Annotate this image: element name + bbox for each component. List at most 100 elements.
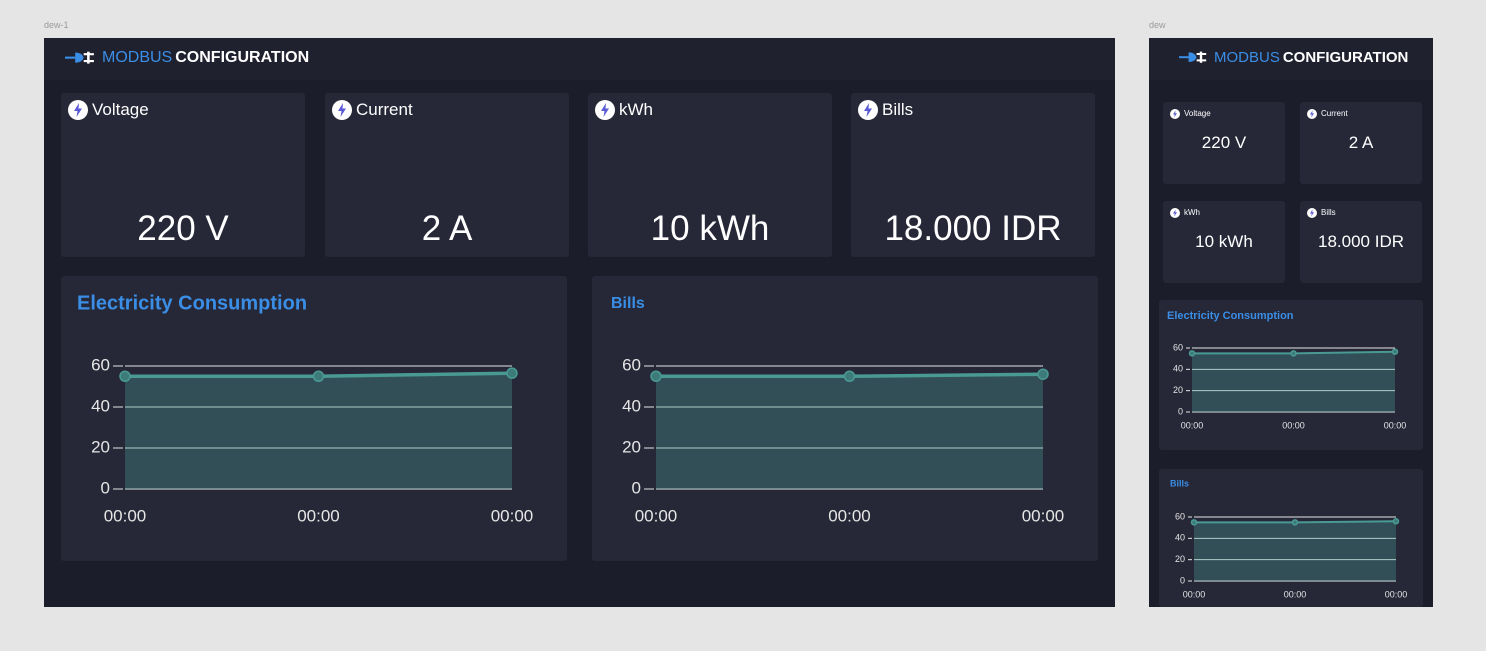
point [1391, 348, 1399, 355]
icon-bolt [601, 103, 609, 117]
x-tick-label: 00:00 [104, 506, 147, 525]
stat-card: Current 2 A [325, 93, 569, 257]
icon-bolt [1310, 209, 1314, 217]
chart-panel: Electricity Consumption 0 20 40 60 00:00 00:00… [61, 276, 567, 561]
y-tick-label: 40 [1173, 364, 1183, 374]
chart-title: Bills [1170, 478, 1189, 488]
y-tick-label: 40 [622, 396, 641, 415]
x-tick-label: 00:00 [828, 506, 871, 525]
bolt-icon [595, 100, 615, 120]
card-label: kWh [619, 99, 653, 119]
y-tick-label: 0 [1180, 575, 1185, 585]
frame-label: dew [1149, 20, 1166, 30]
brand-accent: MODBUS [102, 49, 173, 66]
area [125, 373, 512, 489]
y-tick-label: 20 [91, 437, 110, 456]
bolt-icon [1170, 208, 1180, 218]
bolt-icon [1170, 109, 1180, 119]
card-value: 220 V [1201, 132, 1247, 152]
y-tick-label: 20 [1175, 554, 1185, 564]
stat-card: Voltage 220 V [1163, 102, 1285, 184]
y-tick-label: 20 [622, 437, 641, 456]
point [1291, 519, 1299, 526]
card-label: Bills [882, 99, 914, 119]
point [843, 370, 856, 382]
brand-accent: MODBUS [1214, 49, 1280, 66]
card-value: 2 A [421, 209, 473, 248]
card-value: 10 kWh [1195, 231, 1253, 251]
frame-label: dew-1 [44, 20, 69, 30]
plug-body [1188, 52, 1197, 62]
stat-card: Bills 18.000 IDR [851, 93, 1095, 257]
y-tick-label: 40 [91, 396, 110, 415]
x-tick-label: 00:00 [1385, 589, 1408, 599]
point [1190, 519, 1198, 526]
point [312, 370, 325, 382]
stat-card: Current 2 A [1300, 102, 1422, 184]
area [1194, 521, 1396, 581]
card-value: 220 V [137, 209, 229, 248]
card-value: 18.000 IDR [884, 209, 1062, 248]
y-tick-label: 60 [1175, 511, 1185, 521]
stat-card: kWh 10 kWh [588, 93, 832, 257]
icon-bolt [1310, 110, 1314, 118]
chart: Electricity Consumption 0 20 40 60 00:00 00:00… [77, 292, 534, 525]
stat-card: Bills 18.000 IDR [1300, 201, 1422, 283]
y-tick-label: 40 [1175, 533, 1185, 543]
area [656, 374, 1043, 489]
chart-panel: Electricity Consumption 0 20 40 60 00:00 00:00… [1159, 300, 1423, 450]
point [1188, 350, 1196, 357]
area [1192, 351, 1395, 412]
chart-title: Electricity Consumption [77, 292, 307, 314]
icon-bolt [864, 103, 872, 117]
bolt-icon [858, 100, 878, 120]
plug-body [74, 52, 84, 63]
icon-bolt [1173, 110, 1177, 118]
card-label: Current [356, 99, 413, 119]
desktop-frame: MODBUS CONFIGURATION Voltage 220 V Current 2 … [44, 38, 1115, 607]
point [1037, 368, 1049, 380]
x-tick-label: 00:00 [1022, 506, 1065, 525]
x-tick-label: 00:00 [1284, 589, 1307, 599]
bolt-icon [1307, 208, 1317, 218]
chart-title: Bills [611, 295, 645, 312]
x-tick-label: 00:00 [1181, 420, 1204, 430]
chart: Bills 0 20 40 60 00:00 00:00 00:00 [1170, 478, 1408, 599]
brand-text: CONFIGURATION [175, 49, 310, 66]
icon-bolt [74, 103, 82, 117]
card-value: 18.000 IDR [1318, 231, 1404, 251]
y-tick-label: 60 [1173, 342, 1183, 352]
mobile-frame: MODBUS CONFIGURATION Voltage 220 V Current 2 … [1149, 38, 1433, 607]
header: MODBUS CONFIGURATION [44, 38, 1115, 80]
x-tick-label: 00:00 [635, 506, 678, 525]
plug-icon [1178, 51, 1206, 63]
bolt-icon [68, 100, 88, 120]
card-label: Bills [1321, 208, 1336, 218]
x-tick-label: 00:00 [1183, 589, 1206, 599]
x-tick-label: 00:00 [1384, 420, 1407, 430]
card-value: 10 kWh [650, 209, 770, 248]
chart: Electricity Consumption 0 20 40 60 00:00 00:00… [1167, 310, 1407, 430]
point [119, 370, 131, 382]
header: MODBUS CONFIGURATION [1149, 38, 1433, 80]
stat-card: kWh 10 kWh [1163, 201, 1285, 283]
x-tick-label: 00:00 [491, 506, 534, 525]
plug-socket [1199, 51, 1202, 63]
y-tick-label: 60 [91, 355, 110, 374]
icon-bolt [338, 103, 346, 117]
brand: MODBUS CONFIGURATION [1214, 49, 1408, 66]
x-tick-label: 00:00 [297, 506, 340, 525]
point [506, 367, 518, 379]
bolt-icon [332, 100, 352, 120]
icon-bolt [1173, 209, 1177, 217]
chart-panel: Bills 0 20 40 60 00:00 00:00 00:00 [1159, 469, 1423, 607]
stat-card: Voltage 220 V [61, 93, 305, 257]
y-tick-label: 60 [622, 355, 641, 374]
brand: MODBUS CONFIGURATION [102, 49, 309, 67]
point [1290, 350, 1297, 357]
y-tick-label: 0 [101, 478, 110, 497]
point [650, 370, 662, 382]
chart-title: Electricity Consumption [1167, 310, 1294, 322]
point [1392, 518, 1400, 525]
